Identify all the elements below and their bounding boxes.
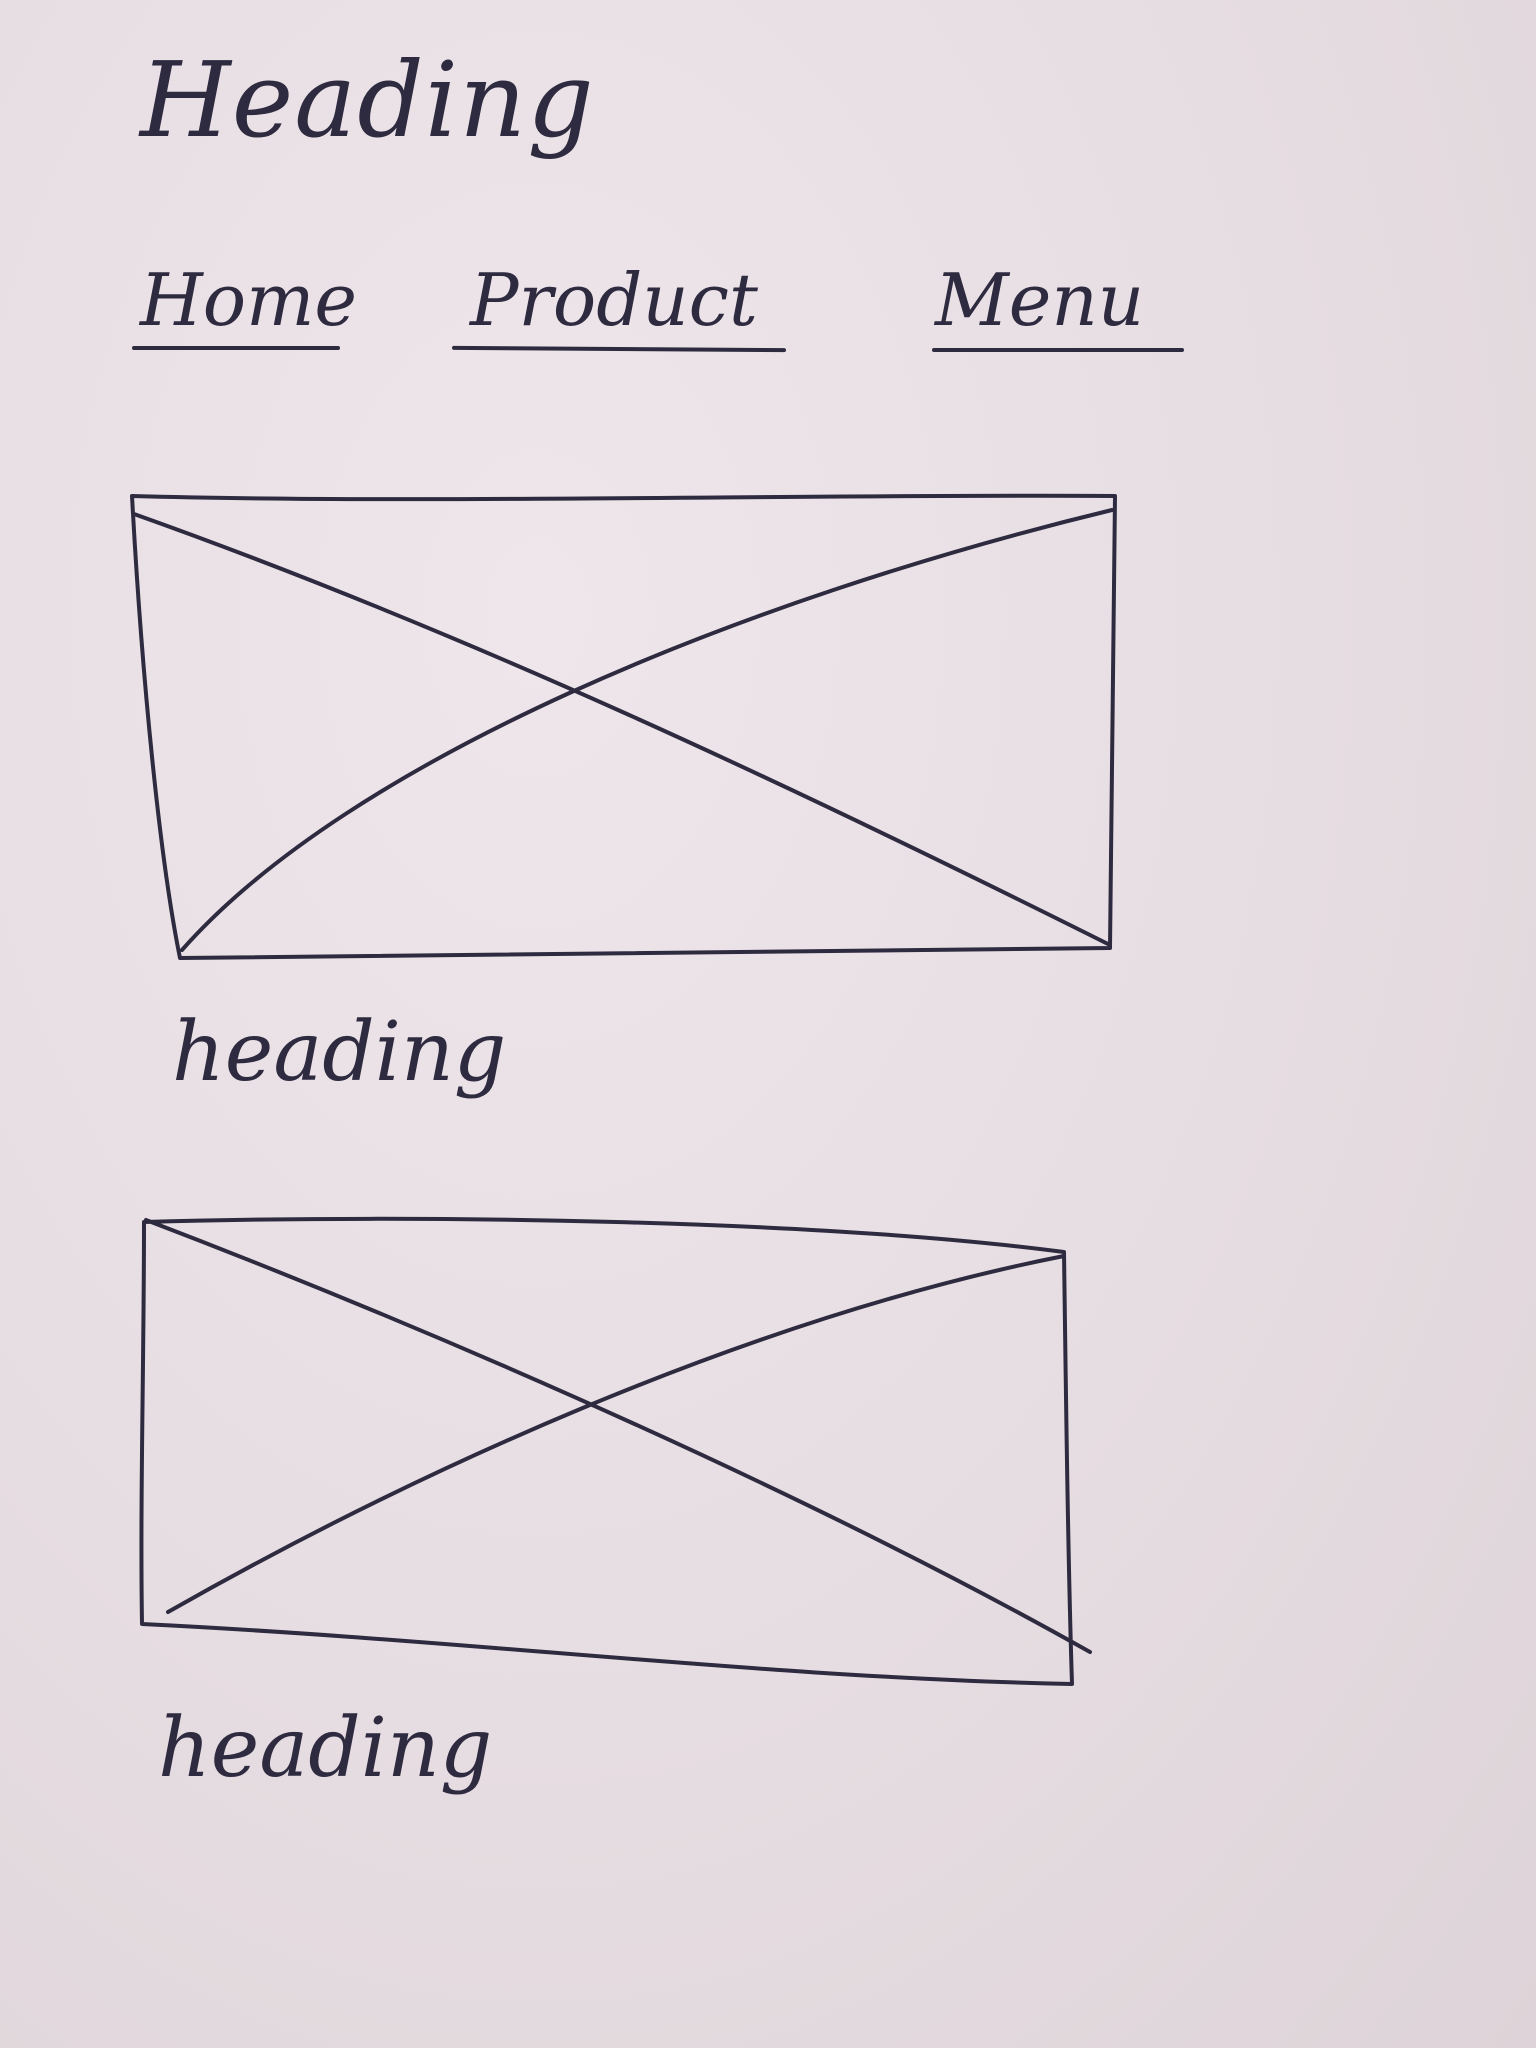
placeholder-1-cross-a <box>132 512 1110 946</box>
image-placeholder-1 <box>120 480 1120 980</box>
section-heading-1: heading <box>172 1005 507 1100</box>
nav-link-menu[interactable]: Menu <box>935 258 1145 342</box>
nav-menu-underline <box>932 348 1184 352</box>
section-heading-2: heading <box>158 1701 493 1796</box>
image-placeholder-2-sketch <box>139 1216 1092 1686</box>
placeholder-1-border <box>130 493 1117 960</box>
nav-home-underline <box>132 346 340 350</box>
placeholder-2-cross-b <box>166 1254 1066 1614</box>
placeholder-2-cross-a <box>144 1218 1092 1654</box>
placeholder-1-cross-b <box>180 508 1114 952</box>
nav-product-underline <box>451 345 787 353</box>
image-placeholder-1-sketch <box>130 493 1117 960</box>
placeholder-2-border <box>139 1216 1074 1686</box>
nav-link-home[interactable]: Home <box>140 258 358 342</box>
image-placeholder-2 <box>120 1200 1100 1700</box>
page-title: Heading <box>140 39 595 161</box>
nav-link-product[interactable]: Product <box>470 258 758 342</box>
